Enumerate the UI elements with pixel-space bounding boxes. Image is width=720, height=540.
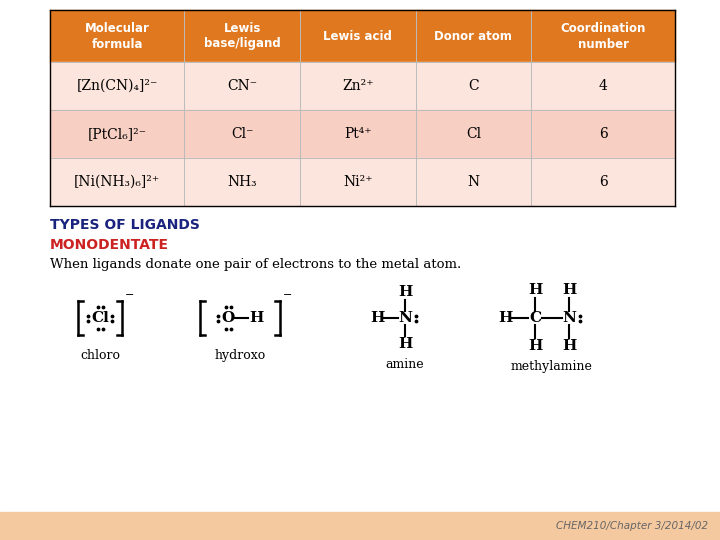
Text: amine: amine [386, 358, 424, 371]
Text: Cl⁻: Cl⁻ [231, 127, 253, 141]
Bar [50, 62, 184, 110]
Text: H: H [528, 339, 542, 353]
Text: Lewis
base/ligand: Lewis base/ligand [204, 22, 281, 51]
Text: Lewis acid: Lewis acid [323, 30, 392, 43]
Text: H: H [398, 285, 412, 299]
Bar [50, 158, 184, 206]
Bar [300, 62, 415, 110]
Text: [Zn(CN)₄]²⁻: [Zn(CN)₄]²⁻ [76, 79, 158, 93]
Text: [Ni(NH₃)₆]²⁺: [Ni(NH₃)₆]²⁺ [74, 175, 161, 189]
Text: Ni²⁺: Ni²⁺ [343, 175, 373, 189]
Text: Zn²⁺: Zn²⁺ [342, 79, 374, 93]
Bar [531, 110, 675, 158]
Text: Coordination
number: Coordination number [560, 22, 646, 51]
Bar [184, 158, 300, 206]
Bar [300, 158, 415, 206]
Bar [531, 62, 675, 110]
Text: Donor atom: Donor atom [434, 30, 513, 43]
Text: Cl: Cl [91, 311, 109, 325]
Text: chloro: chloro [80, 349, 120, 362]
Text: CHEM210/Chapter 3/2014/02: CHEM210/Chapter 3/2014/02 [556, 521, 708, 531]
Bar [50, 10, 184, 62]
Text: H: H [562, 339, 576, 353]
Text: Pt⁴⁺: Pt⁴⁺ [344, 127, 372, 141]
Bar [300, 110, 415, 158]
Text: H: H [398, 337, 412, 351]
Text: N: N [467, 175, 480, 189]
Bar [531, 10, 675, 62]
Bar [184, 10, 300, 62]
Text: H: H [528, 283, 542, 297]
Bar [531, 158, 675, 206]
Bar [415, 158, 531, 206]
Bar [300, 10, 415, 62]
Text: 4: 4 [599, 79, 608, 93]
Text: 6: 6 [599, 127, 608, 141]
Text: CN⁻: CN⁻ [227, 79, 257, 93]
Text: N: N [398, 311, 412, 325]
Bar [0, 512, 720, 540]
Bar [415, 10, 531, 62]
Text: hydroxo: hydroxo [215, 349, 266, 362]
Text: H: H [562, 283, 576, 297]
Text: Molecular
formula: Molecular formula [85, 22, 150, 51]
Bar [415, 110, 531, 158]
Bar [184, 110, 300, 158]
Text: C: C [529, 311, 541, 325]
Text: H: H [498, 311, 512, 325]
Bar [415, 62, 531, 110]
Text: H: H [249, 311, 264, 325]
Text: MONODENTATE: MONODENTATE [50, 238, 169, 252]
Text: C: C [468, 79, 479, 93]
Text: H: H [370, 311, 384, 325]
Text: −: − [283, 290, 292, 300]
Text: O: O [221, 311, 235, 325]
Text: [PtCl₆]²⁻: [PtCl₆]²⁻ [88, 127, 147, 141]
Text: NH₃: NH₃ [228, 175, 257, 189]
Text: N: N [562, 311, 576, 325]
Bar [50, 110, 184, 158]
Text: When ligands donate one pair of electrons to the metal atom.: When ligands donate one pair of electron… [50, 258, 462, 271]
Text: methylamine: methylamine [511, 360, 593, 373]
Text: −: − [125, 290, 135, 300]
Text: 6: 6 [599, 175, 608, 189]
Bar [184, 62, 300, 110]
Text: TYPES OF LIGANDS: TYPES OF LIGANDS [50, 218, 200, 232]
Text: Cl: Cl [466, 127, 481, 141]
